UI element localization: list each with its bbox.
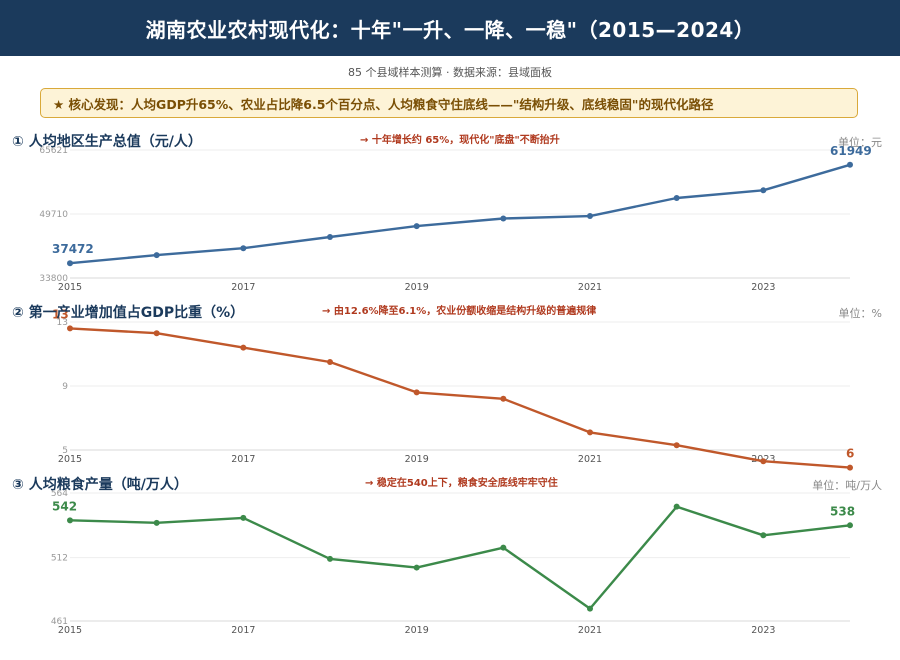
data-point — [413, 389, 420, 396]
x-tick-label: 2017 — [231, 282, 255, 293]
y-tick-label: 65621 — [39, 146, 68, 156]
data-point — [240, 514, 247, 521]
panel-title: ① 人均地区生产总值（元/人） — [12, 133, 202, 150]
series-line — [69, 505, 851, 610]
y-tick-label: 49710 — [39, 210, 68, 220]
data-point — [153, 252, 160, 259]
data-label-last: 61949 — [830, 144, 872, 158]
data-point — [847, 161, 853, 168]
data-point — [67, 325, 73, 332]
y-tick-label: 564 — [51, 489, 68, 499]
data-point — [413, 564, 420, 571]
data-point — [847, 522, 853, 529]
y-tick-label: 512 — [51, 554, 68, 564]
x-tick-label: 2017 — [231, 625, 255, 636]
panel-note: → 稳定在540上下，粮食安全底线牢牢守住 — [365, 476, 558, 489]
data-point — [500, 395, 507, 402]
panel-note: → 由12.6%降至6.1%，农业份额收缩是结构升级的普遍规律 — [322, 304, 596, 317]
x-tick-label: 2021 — [578, 282, 602, 293]
data-point — [500, 215, 507, 222]
page-subtitle: 85 个县域样本测算 · 数据来源：县域面板 — [348, 66, 552, 79]
data-point — [847, 464, 853, 471]
data-point — [413, 223, 420, 230]
data-point — [587, 429, 593, 436]
series-line — [69, 163, 851, 265]
data-point — [327, 233, 333, 240]
data-point — [327, 359, 333, 365]
data-point — [587, 213, 593, 220]
x-tick-label: 2015 — [58, 625, 82, 636]
data-point — [587, 605, 593, 612]
data-label-last: 538 — [830, 504, 855, 518]
x-tick-label: 2019 — [405, 625, 429, 636]
x-tick-label: 2023 — [751, 625, 775, 636]
data-point — [153, 519, 160, 526]
panel-unit: 单位：% — [839, 306, 882, 320]
data-point — [67, 517, 73, 524]
y-tick-label: 33800 — [39, 274, 68, 284]
panel-unit: 单位：吨/万人 — [812, 478, 882, 492]
x-tick-label: 2015 — [58, 454, 82, 465]
data-label-first: 37472 — [52, 242, 94, 256]
data-label-last: 6 — [846, 447, 854, 461]
data-label-first: 542 — [52, 499, 77, 513]
y-tick-label: 461 — [51, 617, 68, 627]
data-point — [760, 458, 767, 465]
header-bar: 湖南农业农村现代化：十年"一升、一降、一稳"（2015—2024） — [0, 0, 900, 56]
x-tick-label: 2021 — [578, 454, 602, 465]
data-point — [500, 544, 507, 551]
data-point — [760, 187, 767, 194]
data-point — [673, 194, 680, 201]
x-tick-label: 2015 — [58, 282, 82, 293]
page-title: 湖南农业农村现代化：十年"一升、一降、一稳"（2015—2024） — [145, 17, 755, 42]
data-point — [153, 330, 160, 337]
series-line — [69, 327, 851, 469]
data-point — [67, 260, 73, 267]
data-point — [240, 344, 247, 351]
data-label-first: 13 — [52, 307, 69, 321]
x-tick-label: 2021 — [578, 625, 602, 636]
data-point — [240, 245, 247, 252]
key-finding-banner: ★ 核心发现：人均GDP升65%、农业占比降6.5个百分点、人均粮食守住底线——… — [40, 88, 858, 118]
y-tick-label: 9 — [62, 382, 68, 392]
data-point — [673, 442, 680, 449]
x-tick-label: 2019 — [405, 454, 429, 465]
panel-unit: 单位：元 — [838, 135, 882, 149]
panel-note: → 十年增长约 65%，现代化"底盘"不断抬升 — [360, 133, 560, 146]
data-point — [673, 503, 680, 510]
data-point — [327, 555, 333, 562]
panel-title: ② 第一产业增加值占GDP比重（%） — [12, 304, 244, 321]
panel-title: ③ 人均粮食产量（吨/万人） — [12, 476, 188, 493]
data-point — [760, 532, 767, 539]
x-tick-label: 2019 — [405, 282, 429, 293]
x-tick-label: 2023 — [751, 282, 775, 293]
y-tick-label: 5 — [62, 446, 68, 456]
x-tick-label: 2017 — [231, 454, 255, 465]
y-tick-label: 13 — [57, 318, 68, 328]
